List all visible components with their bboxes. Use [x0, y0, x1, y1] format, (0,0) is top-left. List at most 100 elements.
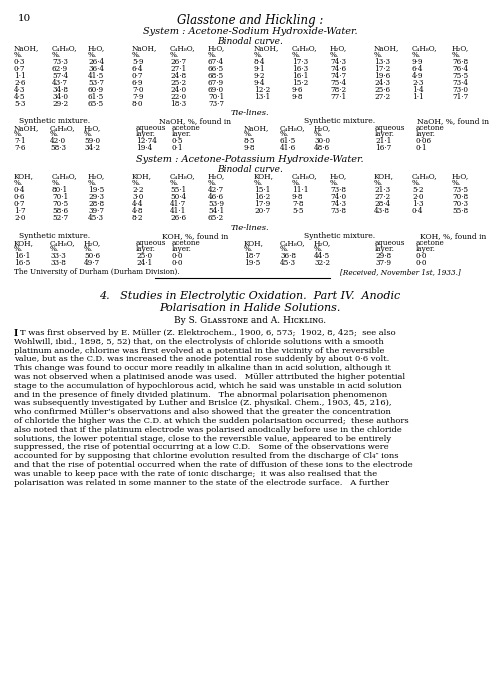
Text: %.: %. — [374, 51, 383, 59]
Text: Binodal curve.: Binodal curve. — [217, 37, 283, 46]
Text: acetone: acetone — [172, 124, 201, 132]
Text: 9·8: 9·8 — [292, 93, 304, 101]
Text: 13·3: 13·3 — [374, 58, 390, 66]
Text: acetone: acetone — [416, 124, 445, 132]
Text: 1·1: 1·1 — [412, 93, 424, 101]
Text: 30·0: 30·0 — [314, 137, 330, 145]
Text: 73·0: 73·0 — [452, 86, 468, 94]
Text: 54·1: 54·1 — [208, 207, 224, 215]
Text: By S. Gʟᴀѕѕᴛᴏɴᴇ and A. Hɪᴄᴋʟɪɴɢ.: By S. Gʟᴀѕѕᴛᴏɴᴇ and A. Hɪᴄᴋʟɪɴɢ. — [174, 316, 326, 325]
Text: %.: %. — [254, 179, 263, 187]
Text: C₄H₈O,: C₄H₈O, — [170, 172, 196, 180]
Text: 18·3: 18·3 — [170, 100, 186, 108]
Text: NaOH, %, found in: NaOH, %, found in — [159, 117, 231, 125]
Text: 5·9: 5·9 — [132, 58, 143, 66]
Text: %.: %. — [132, 179, 141, 187]
Text: 25·6: 25·6 — [374, 86, 390, 94]
Text: 0·4: 0·4 — [412, 207, 424, 215]
Text: 58·6: 58·6 — [52, 207, 68, 215]
Text: C₄H₈O,: C₄H₈O, — [292, 44, 318, 52]
Text: layer.: layer. — [172, 245, 192, 253]
Text: C₄H₈O,: C₄H₈O, — [50, 124, 76, 132]
Text: %.: %. — [84, 130, 93, 138]
Text: 0·0: 0·0 — [416, 259, 428, 267]
Text: I: I — [14, 329, 18, 338]
Text: 4·4: 4·4 — [132, 200, 143, 208]
Text: %.: %. — [84, 245, 93, 253]
Text: 70·8: 70·8 — [452, 193, 468, 201]
Text: 8·5: 8·5 — [244, 137, 256, 145]
Text: 24·0: 24·0 — [170, 86, 186, 94]
Text: %.: %. — [132, 51, 141, 59]
Text: %.: %. — [292, 51, 301, 59]
Text: solutions, the lower potential stage, close to the reversible value, appeared to: solutions, the lower potential stage, cl… — [14, 435, 391, 443]
Text: 78·2: 78·2 — [330, 86, 346, 94]
Text: 9·1: 9·1 — [254, 65, 266, 73]
Text: accounted for by supposing that chlorine evolution resulted from the discharge o: accounted for by supposing that chlorine… — [14, 452, 398, 460]
Text: 7·6: 7·6 — [14, 144, 26, 152]
Text: 65·2: 65·2 — [208, 214, 224, 222]
Text: 43·8: 43·8 — [374, 207, 390, 215]
Text: 19·5: 19·5 — [244, 259, 260, 267]
Text: 12·74: 12·74 — [136, 137, 157, 145]
Text: 33·3: 33·3 — [50, 252, 66, 260]
Text: was not observed when a platinised anode was used.   Müller attributed the highe: was not observed when a platinised anode… — [14, 373, 405, 381]
Text: was unable to keep pace with the rate of ionic discharge;  it was also realised : was unable to keep pace with the rate of… — [14, 470, 377, 478]
Text: KOH, %, found in: KOH, %, found in — [420, 232, 486, 240]
Text: H₂O,: H₂O, — [330, 172, 347, 180]
Text: stage to the accumulation of hypochlorous acid, which he said was unstable in ac: stage to the accumulation of hypochlorou… — [14, 382, 402, 390]
Text: 74·6: 74·6 — [330, 65, 346, 73]
Text: C₄H₈O,: C₄H₈O, — [412, 44, 438, 52]
Text: layer.: layer. — [136, 245, 156, 253]
Text: 28·4: 28·4 — [374, 200, 390, 208]
Text: 9·6: 9·6 — [292, 86, 304, 94]
Text: 4.   Studies in Electrolytic Oxidation.  Part IV.  Anodic: 4. Studies in Electrolytic Oxidation. Pa… — [100, 291, 401, 301]
Text: 1·3: 1·3 — [412, 200, 424, 208]
Text: This change was found to occur more readily in alkaline than in acid solution, a: This change was found to occur more read… — [14, 364, 391, 372]
Text: 6·4: 6·4 — [132, 65, 143, 73]
Text: %.: %. — [374, 179, 383, 187]
Text: 42·7: 42·7 — [208, 186, 224, 194]
Text: 74·3: 74·3 — [330, 58, 346, 66]
Text: 24·3: 24·3 — [374, 79, 390, 87]
Text: 15·2: 15·2 — [292, 79, 308, 87]
Text: KOH,: KOH, — [14, 239, 34, 247]
Text: %.: %. — [208, 179, 217, 187]
Text: NaOH,: NaOH, — [132, 44, 157, 52]
Text: and that the rise of potential occurred when the rate of diffusion of these ions: and that the rise of potential occurred … — [14, 461, 412, 469]
Text: 0·6: 0·6 — [14, 193, 26, 201]
Text: NaOH,: NaOH, — [244, 124, 269, 132]
Text: System : Acetone-Potassium Hydroxide-Water.: System : Acetone-Potassium Hydroxide-Wat… — [136, 155, 364, 164]
Text: 19·4: 19·4 — [136, 144, 152, 152]
Text: KOH,: KOH, — [132, 172, 152, 180]
Text: %.: %. — [14, 130, 23, 138]
Text: H₂O,: H₂O, — [84, 124, 101, 132]
Text: 2·6: 2·6 — [14, 79, 26, 87]
Text: platinum anode, chlorine was first evolved at a potential in the vicinity of the: platinum anode, chlorine was first evolv… — [14, 346, 384, 354]
Text: 70·1: 70·1 — [208, 93, 224, 101]
Text: 8·4: 8·4 — [254, 58, 266, 66]
Text: 8·2: 8·2 — [132, 214, 143, 222]
Text: 73·8: 73·8 — [330, 207, 346, 215]
Text: 75·4: 75·4 — [330, 79, 346, 87]
Text: 33·8: 33·8 — [50, 259, 66, 267]
Text: 26·7: 26·7 — [170, 58, 186, 66]
Text: of chloride the higher was the C.D. at which the sudden polarisation occurred;  : of chloride the higher was the C.D. at w… — [14, 417, 408, 425]
Text: 7·1: 7·1 — [14, 137, 26, 145]
Text: 7·9: 7·9 — [132, 93, 143, 101]
Text: C₄H₈O,: C₄H₈O, — [52, 172, 78, 180]
Text: KOH,: KOH, — [244, 239, 264, 247]
Text: 45·3: 45·3 — [280, 259, 296, 267]
Text: acetone: acetone — [416, 239, 445, 247]
Text: 71·7: 71·7 — [452, 93, 468, 101]
Text: 9·8: 9·8 — [244, 144, 256, 152]
Text: %.: %. — [14, 51, 23, 59]
Text: 0·1: 0·1 — [172, 144, 184, 152]
Text: 26·6: 26·6 — [170, 214, 186, 222]
Text: 41·1: 41·1 — [170, 207, 186, 215]
Text: Polarisation in Halide Solutions.: Polarisation in Halide Solutions. — [160, 303, 340, 313]
Text: 5·3: 5·3 — [14, 100, 26, 108]
Text: 73·5: 73·5 — [452, 186, 468, 194]
Text: was subsequently investigated by Luther and Brislce (Z. physikal. Chem., 1903, 4: was subsequently investigated by Luther … — [14, 399, 392, 407]
Text: 34·0: 34·0 — [52, 93, 68, 101]
